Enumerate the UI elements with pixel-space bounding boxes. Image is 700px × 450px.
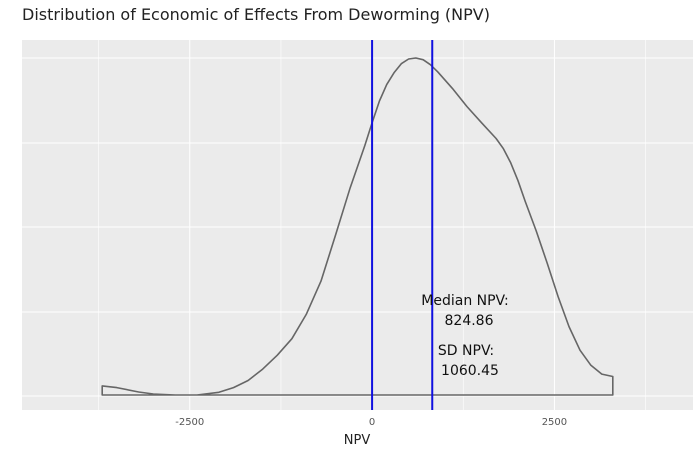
plot-panel (22, 40, 693, 410)
annotation-label: SD NPV: (438, 343, 494, 359)
x-tick-label: 0 (369, 417, 375, 428)
annotation-value: 824.86 (445, 313, 494, 329)
x-tick-label: 2500 (542, 417, 567, 428)
annotations: Median NPV: 824.86 SD NPV: 1060.45 (421, 293, 508, 379)
marks (101, 40, 614, 410)
annotation-label: Median NPV: (421, 293, 508, 309)
density-curve (101, 57, 614, 396)
x-tick-label: -2500 (175, 417, 204, 428)
x-axis-title: NPV (344, 433, 371, 448)
annotation-value: 1060.45 (441, 363, 499, 379)
x-ticks: -2500 0 2500 (175, 417, 567, 428)
chart-title: Distribution of Economic of Effects From… (22, 5, 490, 24)
